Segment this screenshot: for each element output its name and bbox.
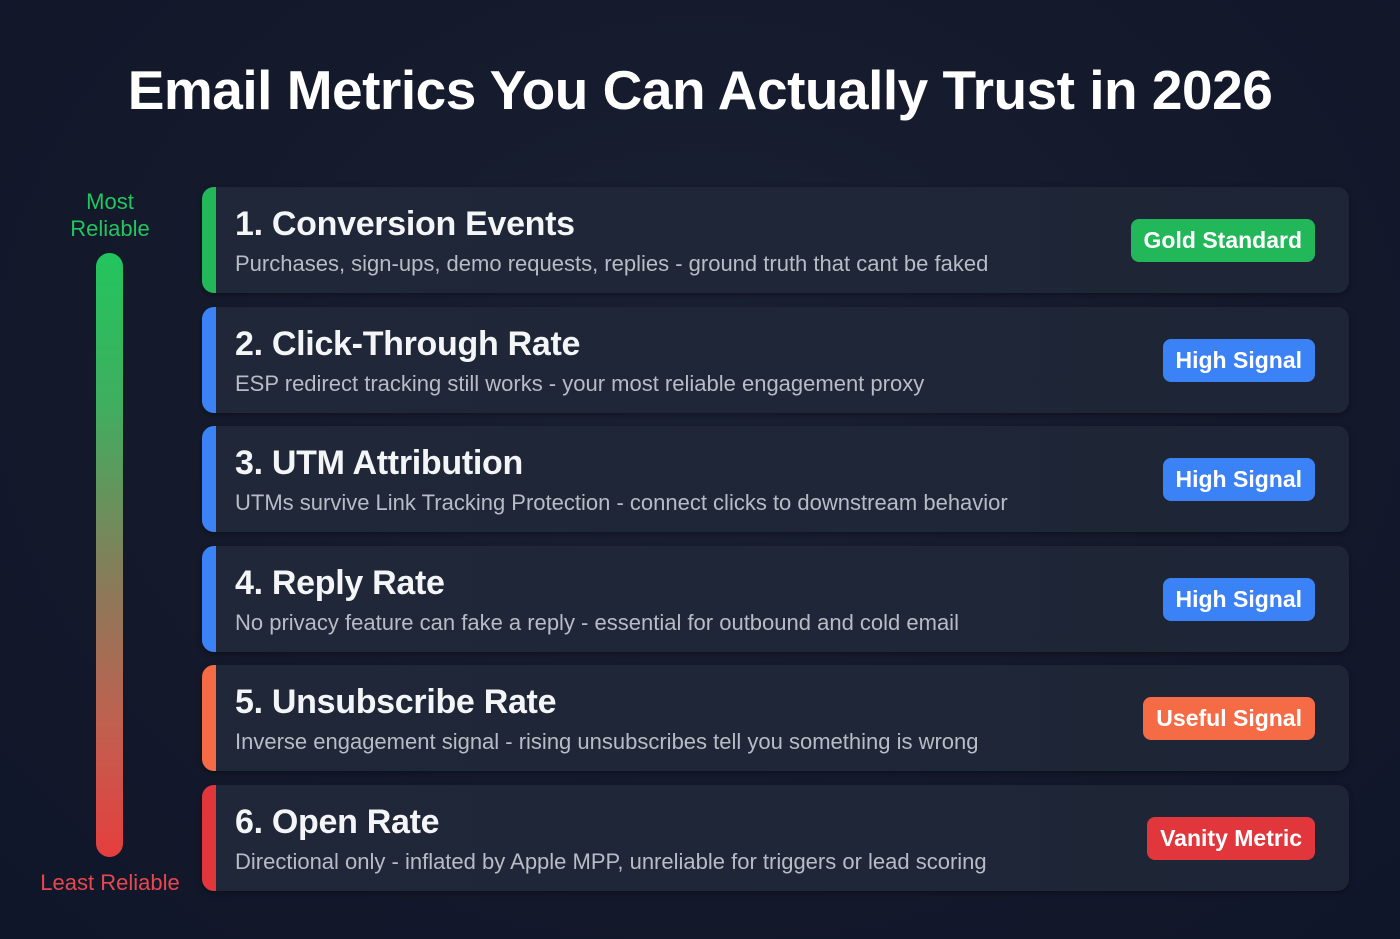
metric-badge: Vanity Metric: [1147, 816, 1315, 860]
metric-name: 5. Unsubscribe Rate: [235, 683, 557, 722]
metric-name: 3. UTM Attribution: [235, 444, 523, 483]
most-reliable-line1: Most: [86, 189, 134, 214]
metric-description: No privacy feature can fake a reply - es…: [235, 609, 959, 635]
metric-description: UTMs survive Link Tracking Protection - …: [235, 490, 1008, 516]
card-accent-bar: [202, 784, 216, 891]
card-accent-bar: [202, 665, 216, 772]
reliability-gradient-bar: [96, 253, 123, 857]
metric-name: 4. Reply Rate: [235, 563, 445, 602]
metric-badge: High Signal: [1162, 577, 1315, 621]
metric-description: Inverse engagement signal - rising unsub…: [235, 729, 979, 755]
metric-name: 1. Conversion Events: [235, 205, 575, 243]
metric-card-click-through-rate: 2. Click-Through Rate ESP redirect track…: [202, 306, 1349, 413]
least-reliable-label: Least Reliable: [40, 870, 180, 895]
metric-card-utm-attribution: 3. UTM Attribution UTMs survive Link Tra…: [202, 426, 1349, 533]
metric-card-reply-rate: 4. Reply Rate No privacy feature can fak…: [202, 545, 1349, 652]
metric-description: ESP redirect tracking still works - your…: [235, 370, 925, 396]
metric-description: Directional only - inflated by Apple MPP…: [235, 848, 987, 874]
metric-name: 2. Click-Through Rate: [235, 324, 581, 363]
most-reliable-label: Most Reliable: [40, 188, 180, 242]
page-title: Email Metrics You Can Actually Trust in …: [127, 59, 1273, 121]
metric-card-conversion-events: 1. Conversion Events Purchases, sign-ups…: [202, 187, 1349, 293]
metric-badge: Useful Signal: [1143, 697, 1315, 741]
card-accent-bar: [202, 426, 216, 533]
most-reliable-line2: Reliable: [70, 216, 150, 241]
metric-badge: High Signal: [1162, 338, 1315, 382]
card-accent-bar: [202, 545, 216, 652]
card-accent-bar: [202, 187, 216, 293]
metric-name: 6. Open Rate: [235, 802, 440, 841]
card-accent-bar: [202, 306, 216, 413]
metric-badge: High Signal: [1162, 458, 1315, 502]
metric-card-unsubscribe-rate: 5. Unsubscribe Rate Inverse engagement s…: [202, 665, 1349, 772]
metric-description: Purchases, sign-ups, demo requests, repl…: [235, 251, 989, 276]
metric-badge: Gold Standard: [1130, 219, 1315, 262]
metric-card-open-rate: 6. Open Rate Directional only - inflated…: [202, 784, 1349, 891]
metrics-list: 1. Conversion Events Purchases, sign-ups…: [202, 187, 1349, 905]
